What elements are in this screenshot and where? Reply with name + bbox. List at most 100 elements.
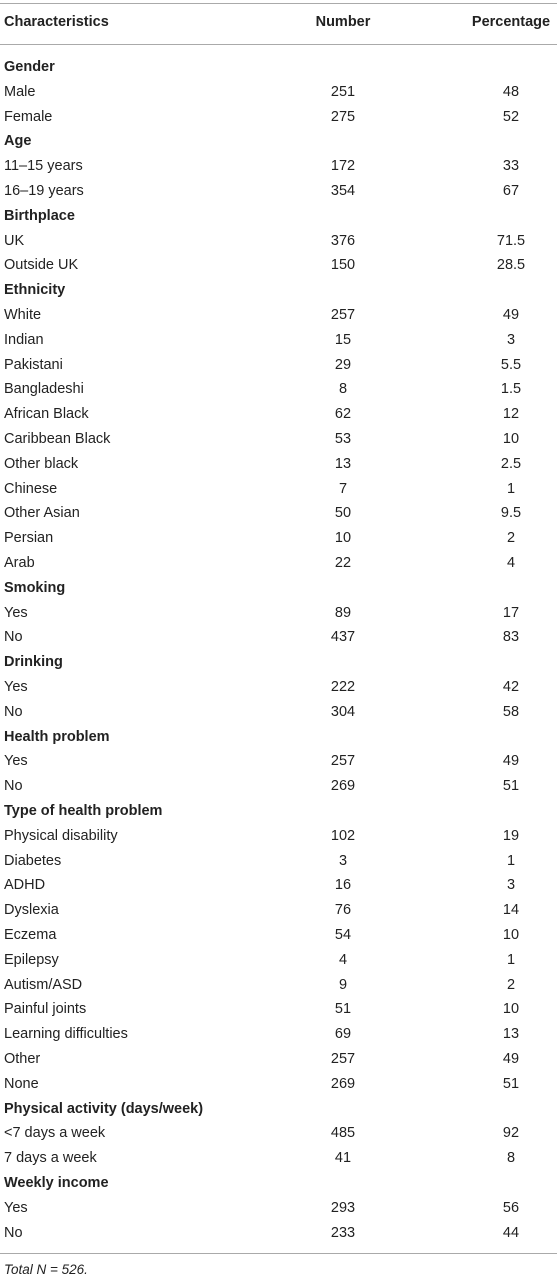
row-label: Bangladeshi	[4, 381, 84, 398]
percentage-cell: 44	[502, 1224, 520, 1241]
number-cell: 4	[338, 951, 348, 968]
row-label: Indian	[4, 331, 44, 348]
number-cell: 53	[334, 431, 352, 447]
row-label: Outside UK	[4, 257, 79, 274]
section-title: Age	[4, 133, 32, 150]
percentage-cell: 5.5	[500, 356, 522, 373]
row-label: Other black	[4, 455, 79, 472]
row-label: 7 days a week	[4, 1150, 97, 1167]
percentage-cell: 1	[506, 480, 516, 497]
section-title: Type of health problem	[4, 803, 163, 819]
percentage-cell: 10	[502, 927, 520, 943]
percentage-cell: 51	[502, 1075, 520, 1092]
percentage-cell: 4	[506, 555, 516, 571]
column-header: Characteristics	[4, 14, 109, 30]
row-label: No	[4, 629, 23, 646]
number-cell: 15	[334, 331, 352, 348]
section-title: Smoking	[4, 579, 66, 596]
percentage-cell: 1	[506, 852, 516, 869]
section-title: Physical activity (days/week)	[4, 1100, 204, 1117]
percentage-cell: 67	[502, 183, 520, 199]
number-cell: 29	[334, 356, 352, 373]
row-label: Yes	[4, 604, 28, 621]
row-label: African Black	[4, 406, 89, 423]
rule	[0, 1253, 557, 1254]
column-header: Percentage	[471, 14, 551, 30]
rule	[0, 44, 557, 45]
percentage-cell: 13	[502, 1026, 520, 1043]
number-cell: 437	[330, 629, 356, 646]
percentage-cell: 9.5	[500, 505, 522, 522]
percentage-cell: 51	[502, 778, 520, 795]
number-cell: 376	[330, 232, 356, 249]
row-label: 16–19 years	[4, 183, 84, 199]
percentage-cell: 14	[502, 902, 520, 919]
number-cell: 293	[330, 1199, 356, 1216]
row-label: White	[4, 307, 42, 323]
percentage-cell: 49	[502, 1051, 520, 1067]
number-cell: 41	[334, 1150, 352, 1167]
row-label: Learning difficulties	[4, 1026, 128, 1043]
number-cell: 222	[330, 679, 356, 695]
number-cell: 102	[330, 827, 356, 844]
number-cell: 7	[338, 480, 348, 497]
number-cell: 9	[338, 976, 348, 993]
row-label: Persian	[4, 530, 54, 547]
row-label: ADHD	[4, 877, 46, 894]
row-label: Epilepsy	[4, 951, 59, 968]
section-title: Drinking	[4, 654, 63, 671]
number-cell: 150	[330, 257, 356, 274]
percentage-cell: 8	[506, 1150, 516, 1167]
row-label: UK	[4, 232, 25, 249]
number-cell: 69	[334, 1026, 352, 1043]
section-title: Ethnicity	[4, 282, 66, 299]
number-cell: 251	[330, 83, 356, 100]
percentage-cell: 58	[502, 703, 520, 720]
row-label: 11–15 years	[4, 158, 83, 175]
row-label: Painful joints	[4, 1001, 87, 1018]
row-label: Eczema	[4, 927, 57, 943]
percentage-cell: 10	[502, 431, 520, 447]
section-title: Weekly income	[4, 1175, 109, 1191]
row-label: No	[4, 1224, 23, 1241]
percentage-cell: 2	[506, 530, 516, 547]
number-cell: 257	[330, 307, 356, 323]
row-label: Physical disability	[4, 827, 118, 844]
percentage-cell: 92	[502, 1125, 520, 1142]
number-cell: 16	[334, 877, 352, 894]
row-label: Yes	[4, 1199, 28, 1216]
percentage-cell: 3	[506, 331, 516, 348]
number-cell: 485	[330, 1125, 356, 1142]
rule	[0, 3, 557, 4]
row-label: Diabetes	[4, 852, 62, 869]
column-header: Number	[315, 14, 371, 30]
number-cell: 354	[330, 183, 356, 199]
number-cell: 50	[334, 505, 352, 522]
row-label: Other	[4, 1051, 41, 1067]
percentage-cell: 2.5	[500, 455, 522, 472]
percentage-cell: 42	[502, 679, 520, 695]
row-label: No	[4, 778, 23, 795]
row-label: Dyslexia	[4, 902, 59, 919]
row-label: Yes	[4, 753, 28, 770]
number-cell: 233	[330, 1224, 356, 1241]
number-cell: 62	[334, 406, 352, 423]
percentage-cell: 33	[502, 158, 520, 175]
percentage-cell: 49	[502, 307, 520, 323]
row-label: Chinese	[4, 480, 58, 497]
percentage-cell: 28.5	[496, 257, 526, 274]
number-cell: 76	[334, 902, 352, 919]
percentage-cell: 10	[502, 1001, 520, 1018]
number-cell: 304	[330, 703, 356, 720]
number-cell: 13	[334, 455, 352, 472]
number-cell: 10	[334, 530, 352, 547]
row-label: Yes	[4, 679, 28, 695]
number-cell: 275	[330, 108, 356, 125]
section-title: Health problem	[4, 728, 110, 745]
row-label: Male	[4, 83, 36, 100]
number-cell: 257	[330, 1051, 356, 1067]
number-cell: 8	[338, 381, 348, 398]
row-label: None	[4, 1075, 39, 1092]
section-title: Birthplace	[4, 207, 75, 224]
